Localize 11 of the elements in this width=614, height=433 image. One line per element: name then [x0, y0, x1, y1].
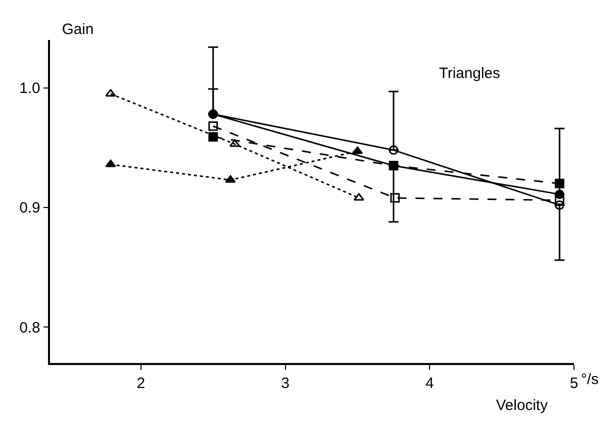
- y-tick-label: 0.8: [19, 319, 40, 336]
- text: °/s: [581, 371, 599, 388]
- x-axis-title: Velocity: [496, 397, 548, 414]
- annotation: Triangles: [439, 65, 500, 82]
- x-tick-label: 2: [136, 374, 146, 392]
- x-tick-label: 5: [570, 374, 578, 392]
- x-tick-label: 4: [425, 374, 434, 392]
- y-tick-label: 0.9: [19, 200, 40, 217]
- y-axis-title: Gain: [62, 21, 94, 38]
- x-tick-label: 3: [281, 374, 290, 392]
- y-tick-label: 1.0: [19, 80, 40, 98]
